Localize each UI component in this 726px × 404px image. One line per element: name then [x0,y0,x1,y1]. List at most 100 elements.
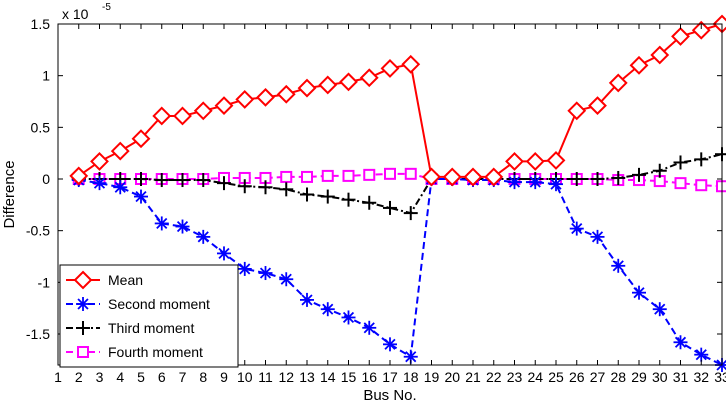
x-tick-label: 19 [424,369,440,385]
series-line-second-moment [78,178,723,366]
data-point-second-moment [237,261,252,276]
legend-entry-second-moment: Second moment [66,296,210,312]
data-point-third-moment [569,172,584,186]
x-tick-label: 32 [693,369,709,385]
data-point-fourth-moment [301,170,313,183]
data-point-fourth-moment [321,169,334,182]
x-tick-label: 33 [714,369,726,385]
data-point-mean [546,150,566,170]
legend-marker-second-moment [76,297,90,311]
x-tick-label: 30 [652,369,668,385]
data-point-mean [110,141,130,161]
data-point-second-moment [320,302,335,317]
x-tick-label: 5 [137,369,145,385]
data-point-mean [505,152,524,171]
x-tick-label: 18 [403,369,419,385]
data-point-second-moment [569,221,584,236]
data-point-mean [608,73,628,93]
data-point-mean [131,129,151,149]
data-point-fourth-moment [384,167,396,180]
y-tick-label: -0.5 [26,223,50,239]
x-tick-label: 23 [507,369,523,385]
data-point-third-moment [362,195,377,210]
legend-label-second-moment: Second moment [108,296,210,312]
legend-marker-third-moment [76,321,90,335]
data-point-second-moment [652,302,667,317]
x-tick-label: 27 [590,369,606,385]
x-tick-label: 16 [361,369,377,385]
data-point-second-moment [217,246,231,261]
data-point-mean [380,59,400,78]
data-point-mean [193,101,213,121]
x-tick-label: 24 [527,369,543,385]
x-tick-label: 11 [258,369,273,385]
data-point-third-moment [403,206,418,221]
data-point-second-moment [673,335,688,350]
data-point-third-moment [694,152,709,167]
data-point-second-moment [134,189,148,204]
x-tick-label: 14 [320,369,336,385]
x-tick-label: 20 [444,369,460,385]
data-point-mean [401,54,421,74]
axes-layer: 1 2 3 4 5 6 7 8 9 10 11 12 13 14 15 16 17 18 19 20 21 22 23 24 2… [26,16,726,385]
x-tick-label: 6 [158,369,166,385]
data-point-second-moment [694,347,709,362]
data-point-mean [588,96,607,116]
y-tick-label: 1.5 [31,16,51,32]
x-tick-label: 28 [610,369,626,385]
data-point-mean [691,20,711,40]
legend-entry-fourth-moment: Fourth moment [66,344,203,360]
data-point-third-moment [279,182,294,197]
x-tick-label: 10 [237,369,253,385]
x-tick-label: 13 [299,369,315,385]
data-point-fourth-moment [404,167,417,180]
data-point-third-moment [590,172,605,186]
data-point-mean [359,68,379,88]
data-point-mean [90,152,109,171]
data-point-mean [256,87,275,107]
data-point-second-moment [92,176,107,191]
data-point-third-moment [154,173,169,188]
data-point-second-moment [113,180,128,195]
data-point-mean [235,90,255,109]
x-tick-label: 29 [631,369,647,385]
x-axis-title: Bus No. [363,387,416,404]
data-point-mean [69,166,89,186]
data-point-second-moment [590,229,605,244]
data-point-mean [442,167,462,187]
legend-label-third-moment: Third moment [108,320,194,336]
data-point-third-moment [258,180,273,195]
data-point-third-moment [175,173,190,188]
x-tick-label: 22 [486,369,502,385]
data-point-mean [463,167,483,187]
data-point-second-moment [300,292,314,307]
series-mean [69,14,726,187]
x-tick-label: 2 [75,369,83,385]
data-point-third-moment [217,176,231,191]
data-point-fourth-moment [695,179,708,192]
y-tick-label: 0.5 [31,119,51,135]
data-point-mean [173,106,192,126]
data-point-fourth-moment [674,177,687,190]
legend-label-fourth-moment: Fourth moment [108,344,203,360]
data-point-second-moment [196,229,211,244]
data-point-second-moment [632,285,646,300]
y-axis-multiplier: x 10 [62,6,89,22]
y-tick-label: -1.5 [26,326,50,342]
data-point-second-moment [507,175,522,190]
series-line-fourth-moment [78,172,723,188]
data-point-second-moment [611,258,626,273]
legend: Mean Second moment Third moment Fourth mome… [59,264,239,368]
data-point-mean [318,75,338,95]
data-point-mean [650,45,670,65]
data-point-mean [671,26,690,46]
x-tick-label: 21 [465,369,481,385]
legend-entry-third-moment: Third moment [66,320,194,336]
x-tick-label: 15 [341,369,357,385]
x-tick-label: 17 [382,369,398,385]
data-point-third-moment [652,163,667,178]
data-point-third-moment [300,187,314,202]
data-point-mean [629,55,649,75]
data-point-second-moment [383,337,397,352]
data-point-third-moment [611,170,626,185]
